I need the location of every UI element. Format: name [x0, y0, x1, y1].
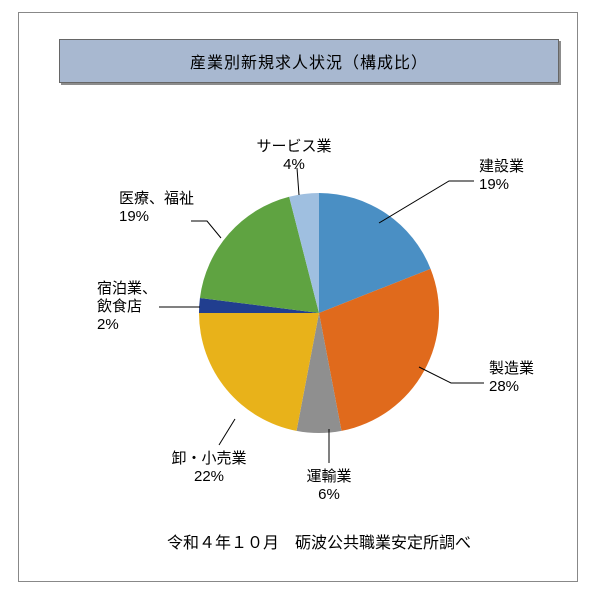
- title-box: 産業別新規求人状況（構成比）: [59, 39, 559, 83]
- slice-label: 製造業28%: [489, 360, 534, 395]
- leader-line: [191, 221, 221, 238]
- pie-chart: 建設業19% 製造業28% 運輸業6% 卸・小売業22% 宿泊業、飲食店2% 医療、福祉1…: [19, 103, 600, 533]
- leader-line: [419, 367, 484, 383]
- slice-label: 卸・小売業22%: [171, 450, 246, 485]
- chart-footer: 令和４年１０月 砺波公共職業安定所調べ: [19, 529, 600, 553]
- chart-title: 産業別新規求人状況（構成比）: [190, 49, 428, 73]
- slice-label: 宿泊業、飲食店2%: [97, 280, 157, 333]
- leader-line: [379, 181, 474, 223]
- slice-label: 運輸業6%: [306, 468, 351, 503]
- slice-label: 建設業19%: [479, 158, 524, 193]
- slice-label: 医療、福祉19%: [119, 190, 194, 225]
- slice-label: サービス業4%: [256, 138, 331, 173]
- leader-line: [219, 419, 235, 445]
- chart-frame: 産業別新規求人状況（構成比） 建設業19% 製造業28% 運輸業6% 卸・小売業22%…: [18, 12, 578, 582]
